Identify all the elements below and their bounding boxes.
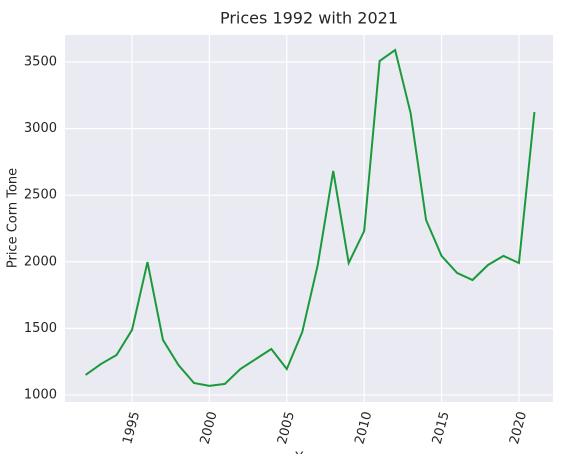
y-tick-label: 2000 [24, 254, 57, 269]
y-tick-label: 1500 [24, 321, 57, 336]
y-axis-label: Price Corn Tone [6, 168, 21, 268]
plot-area [65, 35, 553, 402]
chart-title: Prices 1992 with 2021 [220, 9, 398, 28]
y-tick-label: 1000 [24, 387, 57, 402]
x-tick-label: 2010 [352, 410, 375, 446]
y-tick-label: 2500 [24, 188, 57, 203]
x-tick-label: 2000 [198, 410, 221, 446]
y-tick-label: 3500 [24, 55, 57, 70]
x-axis-label: Year [294, 451, 323, 454]
line [85, 48, 536, 387]
x-tick-label: 2015 [430, 410, 453, 446]
x-tick-label: 1995 [120, 410, 143, 446]
x-tick-label: 2020 [507, 410, 530, 446]
x-tick-label: 2005 [275, 410, 298, 446]
y-tick-label: 3000 [24, 121, 57, 136]
